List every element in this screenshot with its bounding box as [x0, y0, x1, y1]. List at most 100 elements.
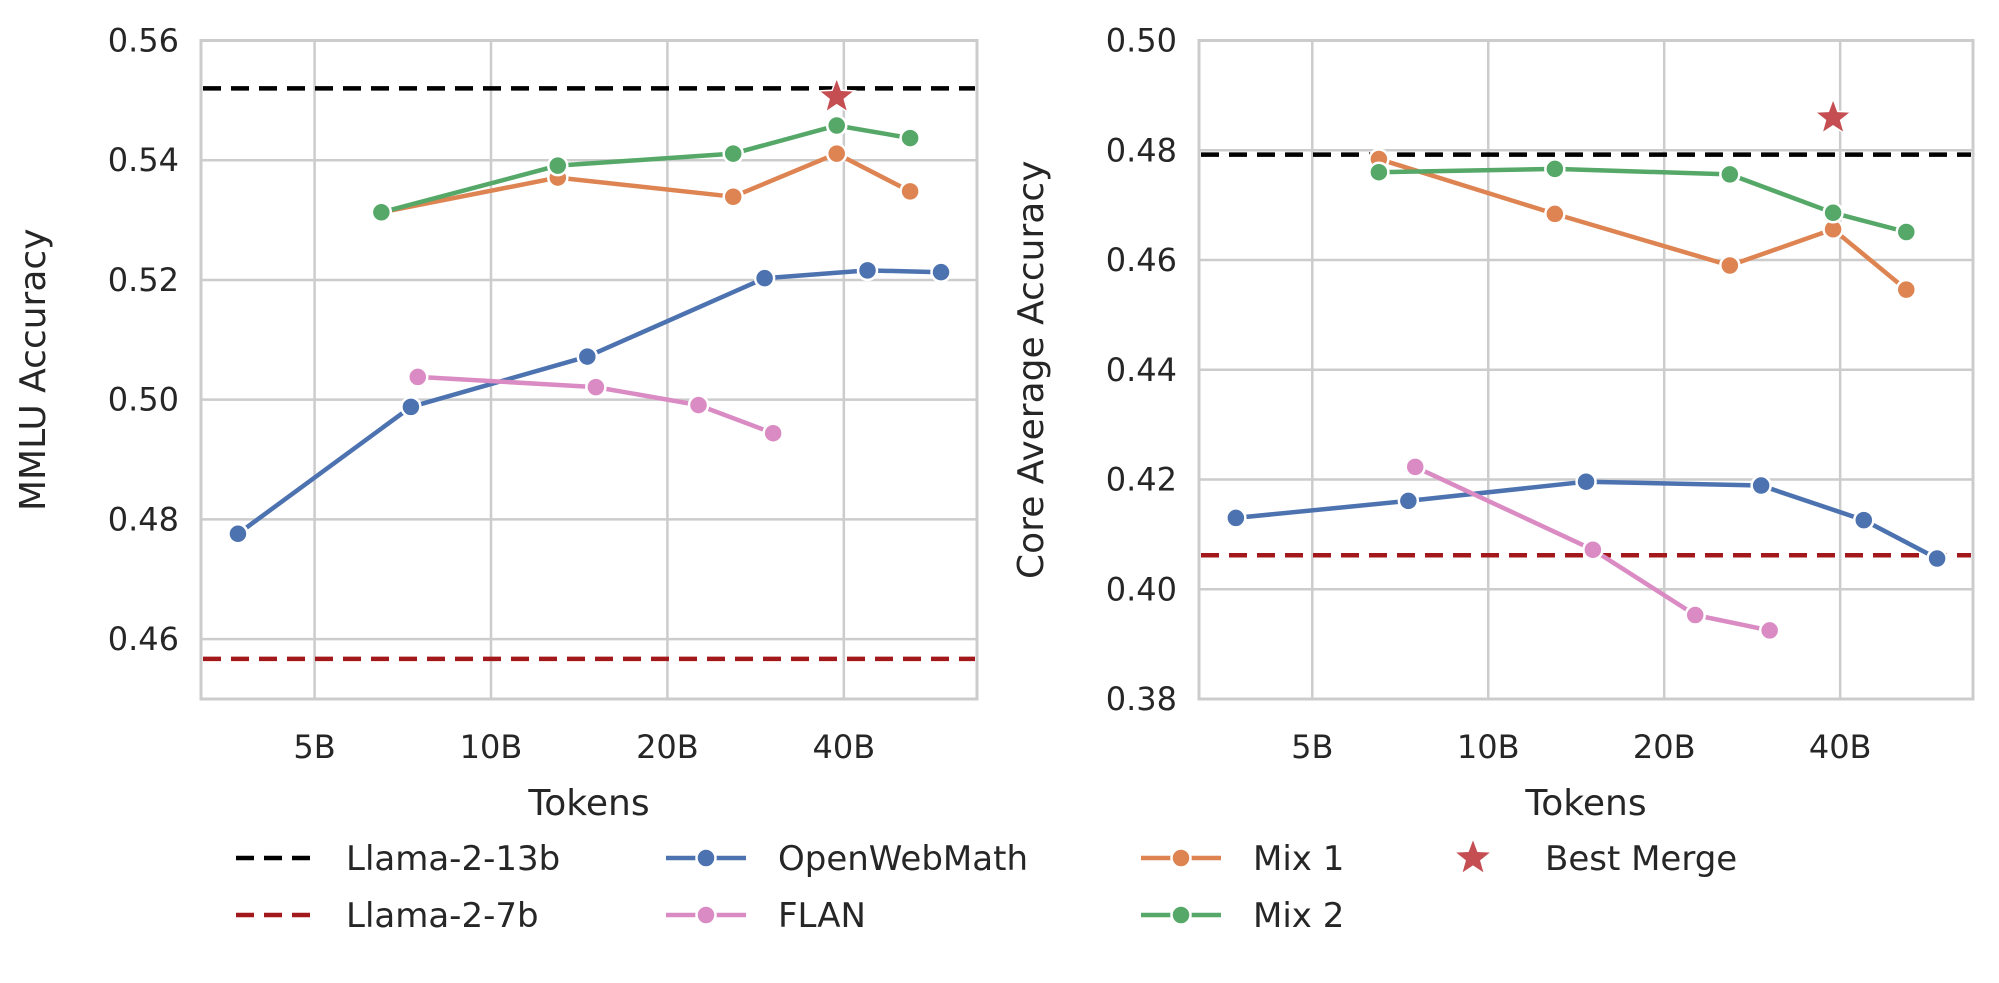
x-axis-label: Tokens — [527, 783, 649, 824]
data-point-mix-2 — [1719, 163, 1741, 186]
legend-label: Mix 2 — [1253, 896, 1344, 936]
data-point-openwebmath — [1750, 474, 1772, 497]
core-average-accuracy-panel: 5B 10B 20B 40B 0.38 0.40 0.42 0.44 0.46 0.48 0.50 T… — [1011, 22, 1975, 824]
data-point-openwebmath — [1926, 547, 1948, 570]
data-point-openwebmath — [753, 267, 776, 289]
data-point-mix-2 — [547, 154, 569, 177]
series-line-mix-2 — [380, 123, 911, 215]
legend-star-icon — [1453, 837, 1493, 875]
legend-label: FLAN — [778, 896, 866, 936]
y-tick-label: 0.50 — [108, 381, 179, 419]
data-point-flan — [687, 394, 710, 416]
x-tick-label: 20B — [636, 728, 699, 766]
y-tick-label: 0.38 — [1106, 680, 1177, 718]
data-point-openwebmath — [1575, 470, 1597, 493]
y-tick-label: 0.44 — [1106, 351, 1177, 389]
data-point-flan — [1404, 456, 1426, 478]
data-point-flan — [1582, 538, 1604, 561]
series-flan — [1404, 456, 1781, 642]
legend-marker — [695, 847, 717, 869]
legend-label: Best Merge — [1545, 839, 1737, 879]
y-tick-label: 0.42 — [1106, 461, 1177, 499]
data-point-openwebmath — [930, 261, 952, 283]
legend-label: Llama-2-13b — [346, 839, 560, 879]
x-tick-label: 40B — [812, 728, 875, 766]
series-line-flan — [1414, 464, 1771, 633]
series-line-openwebmath — [1235, 479, 1939, 561]
y-axis-label: Core Average Accuracy — [1011, 161, 1052, 579]
grid — [1199, 40, 1973, 699]
mmlu-accuracy-panel: 5B 10B 20B 40B 0.46 0.48 0.50 0.52 0.54 0.56 Token… — [13, 22, 979, 824]
data-point-openwebmath — [1853, 509, 1875, 531]
y-axis-label: MMLU Accuracy — [13, 228, 54, 511]
x-axis-label: Tokens — [1524, 783, 1646, 824]
data-point-flan — [407, 366, 429, 388]
data-point-mix-2 — [1368, 161, 1390, 183]
series-mix-2 — [370, 114, 921, 224]
series-openwebmath — [1225, 470, 1948, 570]
data-point-openwebmath — [1225, 507, 1247, 529]
legend-item-best-merge: Best Merge — [1453, 837, 1737, 879]
x-tick-label: 10B — [1457, 728, 1520, 766]
data-point-mix-2 — [899, 127, 921, 149]
best-merge-star-marker — [816, 75, 857, 114]
y-tick-label: 0.48 — [1106, 131, 1177, 169]
grid — [201, 40, 977, 699]
legend-marker — [1170, 847, 1192, 869]
x-tick-label: 10B — [460, 728, 523, 766]
series-line-openwebmath — [236, 268, 942, 536]
data-point-flan — [1684, 604, 1706, 626]
x-tick-label: 40B — [1809, 728, 1872, 766]
y-tick-label: 0.46 — [1106, 241, 1177, 279]
x-tick-label: 20B — [1633, 728, 1696, 766]
data-point-mix-1 — [722, 185, 744, 208]
data-point-openwebmath — [400, 396, 422, 418]
legend-item-openwebmath: OpenWebMath — [666, 839, 1028, 879]
best-merge-star-marker — [1812, 96, 1854, 135]
data-point-mix-2 — [1822, 202, 1844, 224]
series-line-flan — [417, 374, 774, 436]
plot-frame — [1197, 39, 1975, 701]
x-tick-label: 5B — [1291, 728, 1333, 766]
data-point-mix-2 — [370, 201, 393, 224]
data-point-flan — [762, 422, 784, 444]
series-mix-1 — [1368, 148, 1918, 301]
data-point-mix-2 — [1544, 158, 1566, 180]
data-point-mix-2 — [1895, 221, 1918, 243]
x-tick-label: 5B — [293, 728, 335, 766]
legend: Llama-2-13b Llama-2-7b OpenWebMath FLAN Mix … — [236, 837, 1737, 936]
legend-marker — [695, 904, 717, 926]
legend-label: Llama-2-7b — [346, 896, 539, 936]
series-mix-1 — [370, 142, 921, 224]
data-point-flan — [1758, 619, 1781, 642]
data-point-mix-2 — [722, 142, 744, 165]
data-point-flan — [585, 376, 607, 398]
y-tick-label: 0.46 — [108, 620, 179, 658]
y-tick-label: 0.56 — [108, 22, 179, 60]
legend-item-flan: FLAN — [666, 896, 866, 936]
data-point-openwebmath — [856, 259, 879, 282]
legend-label: Mix 1 — [1253, 839, 1344, 879]
data-point-mix-1 — [1544, 203, 1566, 225]
y-tick-label: 0.50 — [1106, 22, 1177, 60]
legend-label: OpenWebMath — [778, 839, 1028, 879]
legend-marker — [1170, 904, 1192, 926]
y-tick-label: 0.40 — [1106, 570, 1177, 608]
series-openwebmath — [227, 259, 952, 545]
series-flan — [407, 366, 784, 444]
legend-item-mix-1: Mix 1 — [1141, 839, 1344, 879]
data-point-mix-1 — [1895, 278, 1918, 301]
data-point-openwebmath — [576, 345, 599, 368]
legend-item-llama-2-7b: Llama-2-7b — [236, 896, 539, 936]
series-mix-2 — [1368, 158, 1918, 243]
y-tick-label: 0.48 — [108, 500, 179, 538]
data-point-mix-1 — [1719, 254, 1741, 277]
legend-item-llama-2-13b: Llama-2-13b — [236, 839, 560, 879]
y-tick-label: 0.52 — [108, 261, 179, 299]
data-point-mix-1 — [825, 142, 848, 165]
data-point-openwebmath — [1397, 490, 1420, 512]
plot-frame — [199, 39, 979, 701]
legend-item-mix-2: Mix 2 — [1141, 896, 1344, 936]
y-tick-label: 0.54 — [108, 141, 179, 179]
